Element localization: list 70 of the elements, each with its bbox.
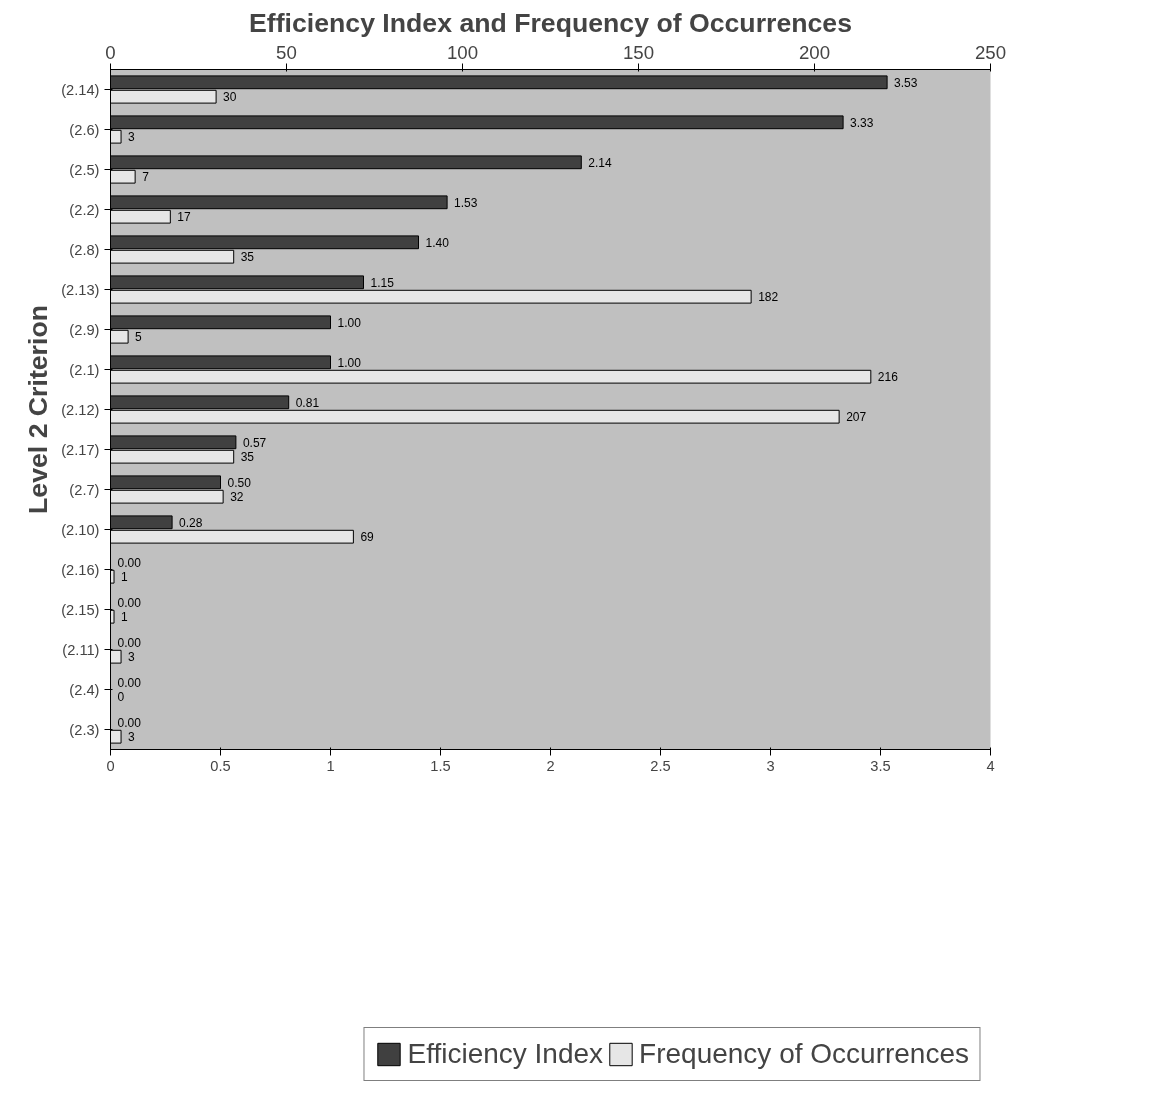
x2-tick-label: 100: [446, 41, 479, 63]
data-label: 0.00: [117, 635, 142, 650]
legend-label: Efficiency Index: [407, 1038, 604, 1070]
x2-tick-label: 150: [622, 41, 655, 63]
data-label: 1: [121, 610, 129, 625]
data-label: 182: [758, 290, 779, 305]
y-tick-label: (2.4): [69, 681, 100, 698]
y-tick-label: (2.12): [61, 401, 100, 418]
data-label: 3: [128, 130, 136, 145]
y-tick-label: (2.17): [61, 441, 100, 458]
y-tick-label: (2.8): [69, 241, 100, 258]
data-label: 0.00: [117, 715, 142, 730]
x-tick-label: 1.5: [430, 757, 451, 774]
chart-title: Efficiency Index and Frequency of Occurrences: [249, 7, 852, 38]
y-tick-label: (2.10): [61, 521, 100, 538]
y-tick-label: (2.7): [69, 481, 100, 498]
data-label: 1.53: [454, 195, 478, 210]
x2-tick-label: 0: [105, 41, 116, 63]
x2-tick-label: 250: [974, 41, 1007, 63]
data-label: 1.00: [337, 315, 362, 330]
data-label: 3.33: [850, 115, 874, 130]
x2-tick-label: 50: [276, 41, 297, 63]
y-tick-label: (2.3): [69, 721, 100, 738]
data-label: 32: [230, 490, 244, 505]
x-tick-label: 3: [766, 757, 775, 774]
y-tick-label: (2.2): [69, 201, 100, 218]
x-tick-label: 4: [986, 757, 995, 774]
data-label: 5: [135, 330, 143, 345]
x-tick-label: 2: [546, 757, 555, 774]
y-tick-label: (2.11): [62, 641, 100, 658]
data-label: 7: [142, 170, 150, 185]
y-tick-label: (2.5): [69, 161, 100, 178]
data-label: 0: [117, 690, 125, 705]
data-label: 0.00: [117, 555, 142, 570]
data-label: 0.81: [295, 395, 320, 410]
data-label: 1.40: [425, 235, 450, 250]
y-tick-label: (2.13): [61, 281, 100, 298]
data-label: 3.53: [894, 75, 918, 90]
x-tick-label: 3.5: [870, 757, 891, 774]
data-label: 69: [360, 530, 375, 545]
data-label: 0.50: [227, 475, 252, 490]
y-tick-label: (2.14): [61, 81, 100, 98]
y-tick-label: (2.6): [69, 121, 100, 138]
data-label: 35: [240, 450, 255, 465]
y-axis-title: Level 2 Criterion: [23, 305, 54, 514]
y-tick-label: (2.9): [69, 321, 100, 338]
legend-label: Frequency of Occurrences: [639, 1038, 969, 1070]
data-label: 2.14: [588, 155, 612, 170]
data-label: 30: [223, 90, 237, 105]
data-label: 1.00: [337, 355, 362, 370]
data-label: 0.00: [117, 675, 142, 690]
x-tick-label: 0.5: [210, 757, 231, 774]
x2-tick-label: 200: [798, 41, 831, 63]
data-label: 3: [128, 730, 136, 745]
data-label: 1: [121, 570, 129, 585]
data-label: 35: [240, 250, 255, 265]
data-label: 3: [128, 650, 136, 665]
x-tick-label: 0: [106, 757, 115, 774]
y-tick-label: (2.15): [61, 601, 100, 618]
data-label: 216: [877, 370, 899, 385]
data-label: 0.28: [179, 515, 203, 530]
data-label: 0.00: [117, 595, 142, 610]
y-tick-label: (2.16): [61, 561, 100, 578]
data-label: 1.15: [370, 275, 395, 290]
y-tick-label: (2.1): [69, 361, 100, 378]
x-tick-label: 1: [326, 757, 335, 774]
x-tick-label: 2.5: [650, 757, 671, 774]
data-label: 0.57: [242, 435, 267, 450]
data-label: 17: [177, 210, 192, 225]
data-label: 207: [846, 410, 867, 425]
